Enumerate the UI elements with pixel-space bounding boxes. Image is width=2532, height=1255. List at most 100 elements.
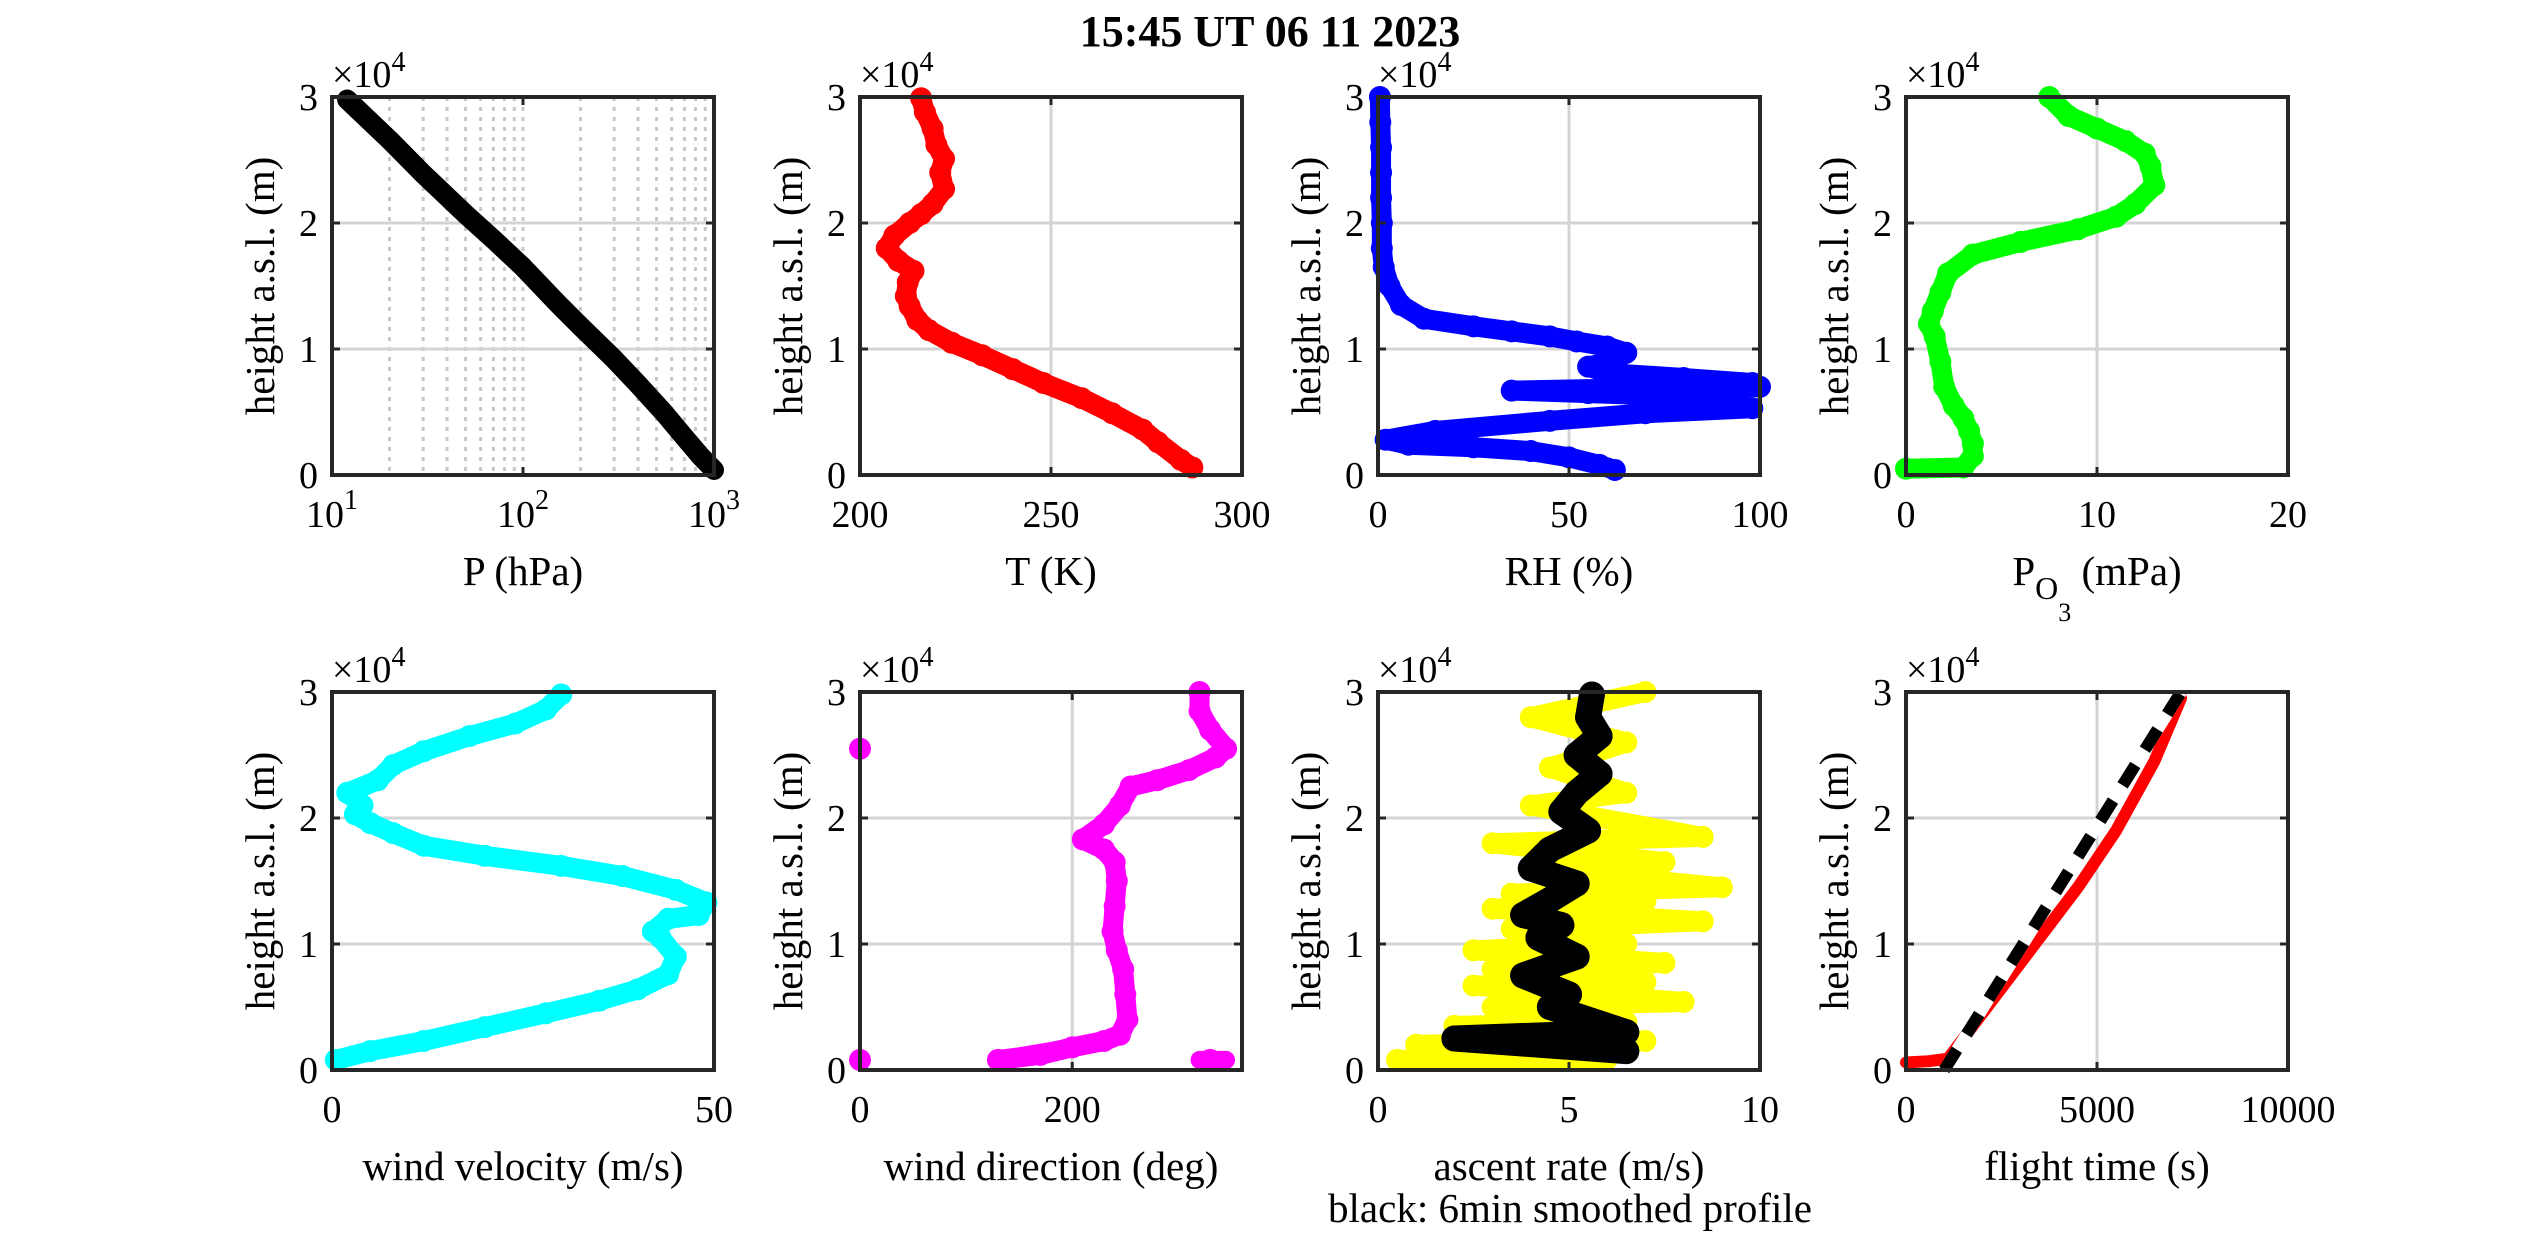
y-axis-label: height a.s.l. (m) <box>1811 157 1857 415</box>
data-point <box>1691 385 1714 408</box>
x-axis-label: wind velocity (m/s) <box>362 1143 683 1189</box>
data-point <box>2105 205 2128 228</box>
series-flight-time-reference <box>1939 688 2187 1074</box>
data-point <box>1370 186 1393 209</box>
data-point <box>1500 882 1523 905</box>
data-point <box>1462 436 1485 459</box>
y-tick-label: 0 <box>299 455 318 497</box>
data-point <box>1188 699 1211 722</box>
y-tick-label: 1 <box>827 329 846 371</box>
data-point <box>1481 897 1504 920</box>
data-point <box>412 740 435 763</box>
data-point <box>986 1048 1009 1071</box>
x-axis-label-subsub: 3 <box>2058 598 2071 627</box>
data-point <box>1575 704 1602 731</box>
data-point <box>1710 876 1733 899</box>
y-axis-exponent-power: 4 <box>1965 642 1979 673</box>
data-point <box>1101 402 1124 425</box>
y-tick-label: 0 <box>1873 1050 1892 1092</box>
data-point <box>626 978 649 1001</box>
x-tick-label: 200 <box>1044 1089 1101 1131</box>
y-tick-label: 3 <box>1873 672 1892 714</box>
axes-box <box>858 690 1244 1072</box>
data-point <box>1672 990 1695 1013</box>
data-point <box>2143 174 2166 197</box>
data-point <box>1634 1030 1657 1053</box>
x-tick-label: 200 <box>832 494 889 536</box>
data-point <box>1462 939 1485 962</box>
data-point <box>1070 387 1093 410</box>
data-point <box>940 331 963 354</box>
data-layer <box>1386 681 1733 1071</box>
y-tick-label: 3 <box>1873 77 1892 119</box>
data-point <box>473 844 496 867</box>
y-tick-label: 1 <box>1873 329 1892 371</box>
y-axis-exponent-power: 4 <box>919 47 933 78</box>
data-point <box>1032 372 1055 395</box>
x-tick-exponent: 2 <box>535 485 549 516</box>
data-point <box>1937 262 1960 285</box>
x-tick-label: 50 <box>1550 494 1588 536</box>
data-point <box>1586 723 1613 750</box>
data-point <box>1500 379 1523 402</box>
x-axis-label: wind direction (deg) <box>884 1143 1219 1189</box>
data-point <box>1548 798 1575 825</box>
y-tick-label: 2 <box>299 798 318 840</box>
data-point <box>1538 756 1561 779</box>
data-point <box>921 193 944 216</box>
data-point <box>1615 781 1638 804</box>
y-tick-label: 3 <box>299 77 318 119</box>
data-point <box>1577 382 1600 405</box>
data-point <box>1563 742 1590 768</box>
figure-title: 15:45 UT 06 11 2023 <box>1080 7 1461 56</box>
y-tick-label: 3 <box>299 672 318 714</box>
data-point <box>1093 838 1116 861</box>
data-point <box>1369 111 1392 134</box>
data-point <box>1386 1048 1409 1071</box>
data-point <box>534 698 557 721</box>
data-point <box>1103 895 1126 918</box>
data-point <box>664 945 687 968</box>
data-point <box>1119 775 1142 798</box>
data-point <box>359 1040 382 1063</box>
data-point <box>1586 760 1613 787</box>
data-point <box>588 989 611 1012</box>
data-point <box>1462 974 1485 997</box>
data-point <box>1116 1008 1139 1031</box>
data-point <box>1519 794 1542 817</box>
data-point <box>1215 737 1238 760</box>
y-tick-label: 2 <box>827 203 846 245</box>
x-tick-label: 5 <box>1560 1089 1579 1131</box>
data-point <box>883 224 906 247</box>
data-point <box>1412 307 1435 330</box>
data-point <box>1481 958 1504 981</box>
data-point <box>1556 981 1582 1008</box>
data-point <box>473 1016 496 1039</box>
data-point <box>1672 366 1695 389</box>
y-tick-label: 3 <box>827 77 846 119</box>
data-point <box>550 854 573 877</box>
y-axis-label: height a.s.l. (m) <box>765 157 811 415</box>
data-point <box>1405 1033 1428 1056</box>
data-point <box>1929 350 1952 373</box>
data-point <box>412 1030 435 1053</box>
x-tick-label: 101 <box>306 485 358 536</box>
data-point <box>1177 759 1200 782</box>
data-point <box>1370 136 1393 159</box>
data-layer <box>324 683 718 1071</box>
y-tick-label: 2 <box>827 798 846 840</box>
data-point <box>1114 983 1137 1006</box>
x-axis-label: ascent rate (m/s) <box>1434 1143 1705 1189</box>
x-axis-label: flight time (s) <box>1984 1143 2209 1189</box>
y-axis-label: height a.s.l. (m) <box>237 157 283 415</box>
data-point <box>1029 1043 1052 1066</box>
x-tick-exponent: 3 <box>726 485 740 516</box>
data-point <box>971 344 994 367</box>
data-point <box>1517 855 1544 882</box>
y-axis-label: height a.s.l. (m) <box>237 752 283 1010</box>
data-point <box>2086 117 2108 140</box>
series-flight-time-measured <box>1900 692 2188 1069</box>
data-point <box>2124 193 2147 216</box>
y-axis-exponent-power: 4 <box>1965 47 1979 78</box>
